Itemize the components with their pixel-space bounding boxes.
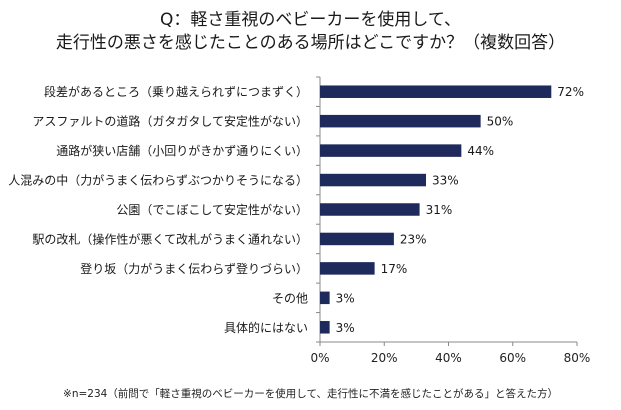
- bar: [320, 232, 394, 246]
- category-label: 段差があるところ（乗り越えられずにつまずく）: [44, 84, 308, 99]
- x-tick-label: 0%: [310, 351, 329, 365]
- value-label: 3%: [336, 291, 355, 305]
- bar: [320, 203, 420, 216]
- category-label: 通路が狭い店舗（小回りがきかず通りにくい）: [56, 143, 308, 158]
- bar: [320, 321, 330, 334]
- category-label: 具体的にはない: [224, 320, 308, 335]
- bar: [320, 114, 481, 128]
- value-label: 33%: [432, 174, 459, 188]
- x-tick-label: 40%: [435, 351, 462, 365]
- value-label: 23%: [400, 232, 427, 246]
- chart-title-line-2: 走行性の悪さを感じたことのある場所はどこですか？（複数回答）: [55, 33, 566, 53]
- category-label: アスファルトの道路（ガタガタして安定性がない）: [32, 114, 308, 129]
- value-label: 44%: [467, 144, 494, 158]
- bar: [320, 291, 330, 305]
- x-tick-label: 20%: [371, 351, 398, 365]
- category-label: 登り坂（力がうまく伝わらず登りづらい）: [80, 261, 308, 276]
- value-label: 50%: [487, 115, 514, 129]
- category-label: その他: [272, 291, 308, 305]
- value-label: 72%: [557, 85, 584, 99]
- value-label: 17%: [381, 262, 408, 276]
- category-label: 公園（でこぼこして安定性がない）: [116, 202, 308, 217]
- footnote: ※n=234（前問で「軽さ重視のベビーカーを使用して、走行性に不満を感じたことが…: [63, 388, 558, 400]
- bar: [320, 144, 462, 157]
- x-tick-label: 80%: [564, 351, 591, 365]
- category-label: 駅の改札（操作性が悪くて改札がうまく通れない）: [32, 231, 308, 246]
- bar: [320, 262, 375, 275]
- value-label: 31%: [426, 203, 453, 217]
- bar: [320, 85, 552, 98]
- bar: [320, 173, 427, 187]
- category-label: 人混みの中（力がうまく伝わらずぶつかりそうになる）: [8, 173, 308, 188]
- chart-title-line-1: Q：軽さ重視のベビーカーを使用して、: [159, 10, 462, 30]
- x-tick-label: 60%: [499, 351, 526, 365]
- value-label: 3%: [336, 321, 355, 335]
